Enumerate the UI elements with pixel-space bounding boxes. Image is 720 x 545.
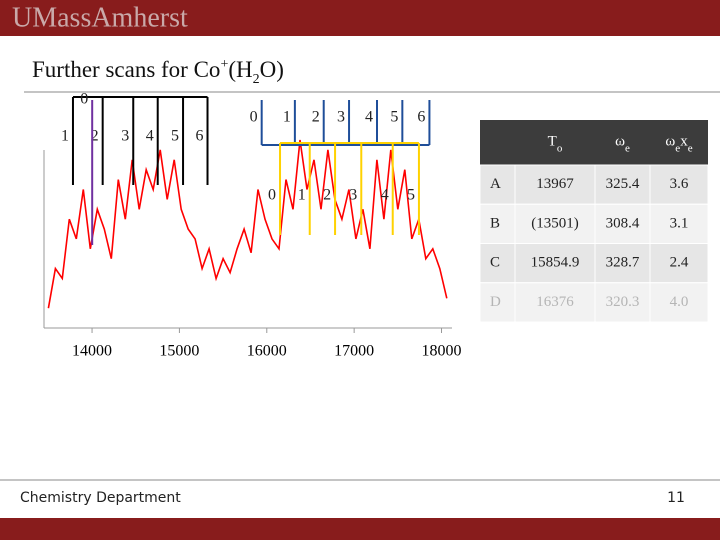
progression-label: 4 — [381, 187, 389, 204]
header-subscript: o — [557, 142, 563, 154]
table-cell: 15854.9 — [531, 255, 580, 271]
title-sup: + — [220, 57, 228, 72]
header-symbol: ω — [615, 134, 625, 150]
table-cell: 320.3 — [606, 294, 640, 310]
x-tick-label: 16000 — [247, 343, 287, 360]
progression-label: 5 — [171, 128, 179, 145]
progression-label: 1 — [61, 128, 69, 145]
table-row-bg — [479, 282, 709, 323]
table-cell: B — [490, 215, 500, 231]
table-cell: D — [490, 294, 501, 310]
progression-label: 1 — [283, 109, 291, 126]
title-part: O) — [260, 57, 284, 82]
progression-label: 0 — [80, 91, 88, 108]
table-cell: 2.4 — [670, 255, 689, 271]
progression-label: 2 — [323, 187, 331, 204]
header-symbol: T — [548, 134, 557, 150]
header-cell: To — [548, 134, 563, 154]
progression-label: 4 — [365, 109, 373, 126]
page-number: 11 — [667, 490, 685, 506]
top-bar — [0, 0, 720, 36]
x-tick-label: 14000 — [72, 343, 112, 360]
table-cell: (13501) — [531, 215, 579, 231]
table-cell: 308.4 — [606, 215, 640, 231]
table-row-bg — [479, 243, 709, 284]
progression-label: 3 — [121, 128, 129, 145]
progression-label: 1 — [298, 187, 306, 204]
progression-label: 5 — [407, 187, 415, 204]
table-cell: 3.6 — [670, 176, 689, 192]
progression-label: 0 — [268, 187, 276, 204]
header-symbol: x — [680, 134, 688, 150]
table-row-bg — [479, 164, 709, 205]
header-subscript: e — [688, 142, 693, 154]
slide-title: Further scans for Co+(H2O) — [32, 57, 284, 87]
table-cell: 13967 — [536, 176, 574, 192]
table-cell: 4.0 — [670, 294, 689, 310]
brand: UMassAmherst — [12, 2, 188, 33]
table-row-bg — [479, 203, 709, 244]
x-tick-label: 18000 — [422, 343, 462, 360]
title-sub: 2 — [253, 72, 260, 87]
header-subscript: e — [675, 142, 680, 154]
header-cell: ωexe — [665, 134, 692, 154]
progression-label: 0 — [250, 109, 258, 126]
progression-label: 3 — [337, 109, 345, 126]
table-cell: 3.1 — [670, 215, 689, 231]
table-header-bg — [480, 120, 708, 165]
table-cell: 325.4 — [606, 176, 640, 192]
header-subscript: e — [625, 142, 630, 154]
x-tick-label: 17000 — [334, 343, 374, 360]
table-cell: A — [490, 176, 501, 192]
bottom-bar — [0, 518, 720, 540]
table-cell: 16376 — [536, 294, 574, 310]
x-tick-label: 15000 — [159, 343, 199, 360]
progression-label: 6 — [417, 109, 425, 126]
progression-label: 3 — [349, 187, 357, 204]
progression-label: 2 — [312, 109, 320, 126]
table-cell: C — [490, 255, 500, 271]
progression-label: 2 — [91, 128, 99, 145]
spectrum-trace — [47, 139, 448, 309]
title-part: (H — [228, 57, 252, 82]
header-cell: ωe — [615, 134, 630, 154]
progression-label: 4 — [146, 128, 154, 145]
header-symbol: ω — [665, 134, 675, 150]
table-cell: 328.7 — [606, 255, 640, 271]
title-part: Further scans for Co — [32, 57, 220, 82]
progression-label: 6 — [196, 128, 204, 145]
department: Chemistry Department — [20, 490, 181, 506]
progression-label: 5 — [390, 109, 398, 126]
